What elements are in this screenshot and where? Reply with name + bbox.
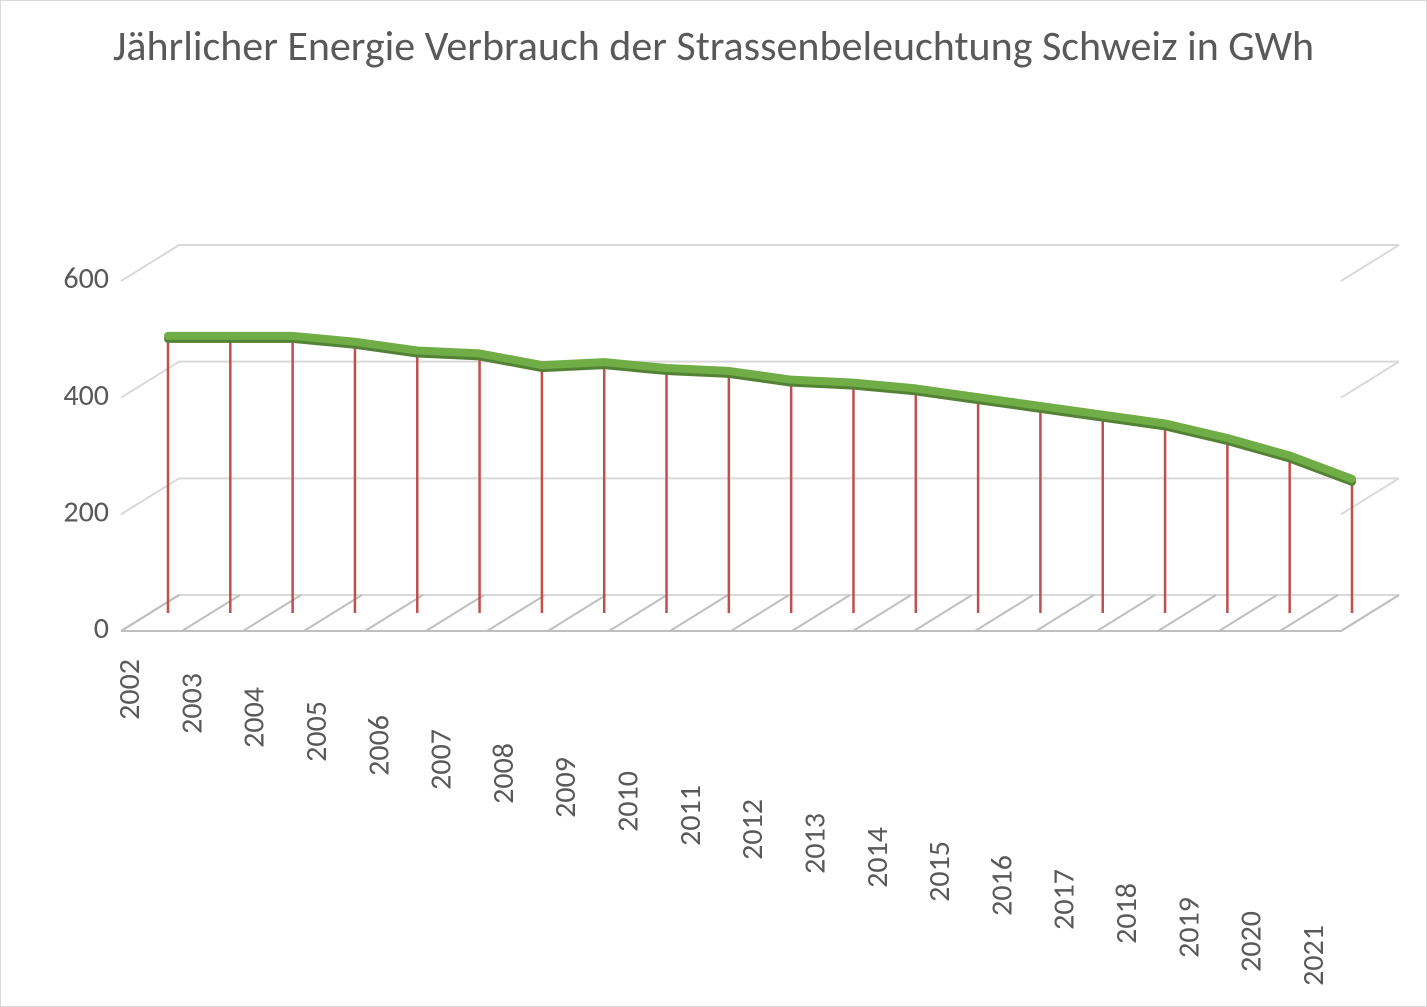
chart-title: Jährlicher Energie Verbrauch der Strasse… [1, 21, 1426, 74]
x-tick-label: 2008 [485, 743, 522, 804]
floor-tick [548, 595, 606, 631]
floor-tick [1158, 595, 1216, 631]
floor-tick [1036, 595, 1094, 631]
x-tick-label: 2014 [859, 827, 896, 888]
x-tick-label: 2005 [298, 701, 335, 762]
y-tick-label: 600 [63, 260, 109, 297]
floor-tick [853, 595, 911, 631]
x-tick-label: 2019 [1170, 897, 1207, 958]
x-tick-label: 2013 [796, 813, 833, 874]
y-tick-label: 0 [94, 610, 109, 647]
x-tick: 2008 [485, 743, 522, 804]
floor-tick [304, 595, 362, 631]
x-tick: 2002 [111, 659, 148, 720]
grid-depth-left [121, 362, 179, 398]
x-tick: 2005 [298, 701, 335, 762]
floor-tick [1097, 595, 1155, 631]
floor-tick [1341, 595, 1399, 631]
chart-svg: 0 200 400 600 2002 2003 2004 2005 2006 2007 2008 20… [41, 201, 1388, 981]
x-tick: 2016 [983, 855, 1020, 916]
x-tick: 2010 [610, 771, 647, 832]
x-tick-label: 2021 [1295, 925, 1332, 986]
x-tick: 2007 [423, 729, 460, 790]
x-tick: 2020 [1233, 911, 1270, 972]
x-tick: 2015 [921, 841, 958, 902]
x-tick-label: 2010 [610, 771, 647, 832]
x-tick-label: 2006 [360, 715, 397, 776]
series-line [168, 336, 1352, 479]
series-line-shadow [168, 339, 1352, 482]
y-tick-label: 400 [63, 377, 109, 414]
plot-area: 0 200 400 600 2002 2003 2004 2005 2006 2007 2008 20… [41, 201, 1388, 981]
x-tick: 2017 [1046, 869, 1083, 930]
grid-depth-right [1341, 362, 1399, 398]
x-tick-label: 2017 [1046, 869, 1083, 930]
x-tick-label: 2012 [734, 799, 771, 860]
grid-depth-left [121, 245, 179, 281]
x-tick: 2012 [734, 799, 771, 860]
chart-frame: Jährlicher Energie Verbrauch der Strasse… [0, 0, 1427, 1007]
x-tick: 2019 [1170, 897, 1207, 958]
floor-tick [975, 595, 1033, 631]
floor-tick [609, 595, 667, 631]
x-tick: 2009 [547, 757, 584, 818]
x-tick: 2021 [1295, 925, 1332, 986]
y-tick-label: 200 [63, 493, 109, 530]
x-tick: 2018 [1108, 883, 1145, 944]
x-tick: 2006 [360, 715, 397, 776]
x-tick-label: 2003 [173, 673, 210, 734]
x-tick: 2011 [672, 785, 709, 846]
floor-tick [731, 595, 789, 631]
x-tick: 2004 [236, 687, 273, 748]
x-tick: 2014 [859, 827, 896, 888]
floor-tick [914, 595, 972, 631]
x-tick-label: 2009 [547, 757, 584, 818]
x-tick: 2013 [796, 813, 833, 874]
floor-tick [365, 595, 423, 631]
floor-tick [670, 595, 728, 631]
x-tick-label: 2011 [672, 785, 709, 846]
x-tick-label: 2007 [423, 729, 460, 790]
x-tick-label: 2004 [236, 687, 273, 748]
floor-tick [792, 595, 850, 631]
x-tick-label: 2020 [1233, 911, 1270, 972]
floor-tick [487, 595, 545, 631]
x-tick-label: 2016 [983, 855, 1020, 916]
x-tick-label: 2002 [111, 659, 148, 720]
grid-depth-right [1341, 245, 1399, 281]
grid-depth-left [121, 478, 179, 514]
x-tick: 2003 [173, 673, 210, 734]
x-tick-label: 2015 [921, 841, 958, 902]
floor-tick [121, 595, 179, 631]
x-tick-label: 2018 [1108, 883, 1145, 944]
floor-tick [426, 595, 484, 631]
